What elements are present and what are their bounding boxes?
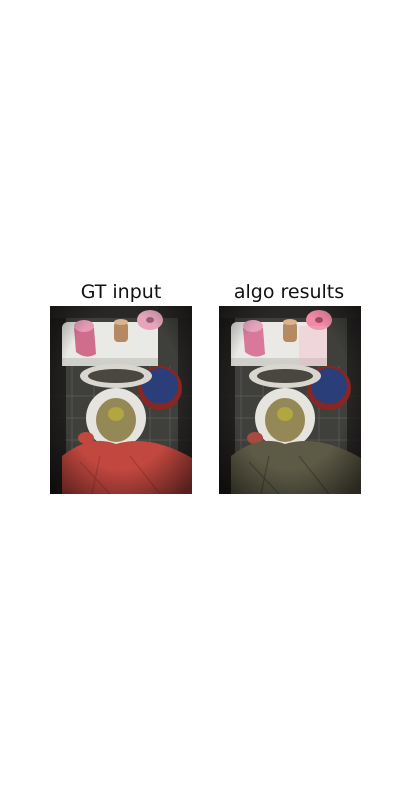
panel-title-algo-results: algo results [233,281,345,303]
algo-results-image [219,306,361,494]
gt-input-image [50,306,192,494]
panel-title-gt-input: GT input [80,281,162,303]
